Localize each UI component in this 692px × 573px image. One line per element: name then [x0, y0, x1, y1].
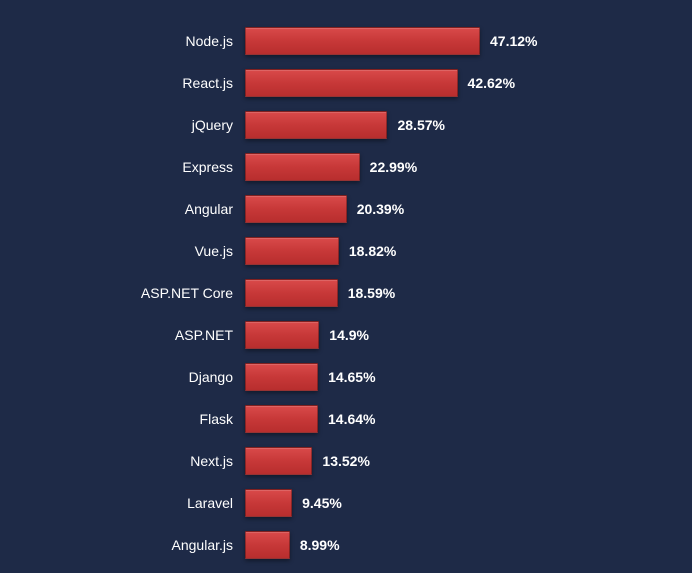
bar-fill	[245, 27, 480, 55]
bar-track: 20.39%	[245, 188, 672, 230]
bar-track: 18.82%	[245, 230, 672, 272]
bar-value: 13.52%	[322, 453, 369, 469]
bar-value: 22.99%	[370, 159, 417, 175]
bar-row: Express 22.99%	[20, 146, 672, 188]
bar-label: Laravel	[20, 495, 245, 511]
bar-label: jQuery	[20, 117, 245, 133]
bar-row: Django 14.65%	[20, 356, 672, 398]
bar-track: 14.9%	[245, 314, 672, 356]
bar-row: React.js 42.62%	[20, 62, 672, 104]
framework-usage-chart: Node.js 47.12% React.js 42.62% jQuery 28…	[20, 20, 672, 566]
bar-row: Flask 14.64%	[20, 398, 672, 440]
bar-fill	[245, 279, 338, 307]
bar-fill	[245, 363, 318, 391]
bar-track: 9.45%	[245, 482, 672, 524]
bar-track: 14.65%	[245, 356, 672, 398]
bar-value: 42.62%	[468, 75, 515, 91]
bar-fill	[245, 153, 360, 181]
bar-label: Angular.js	[20, 537, 245, 553]
bar-value: 28.57%	[397, 117, 444, 133]
bar-fill	[245, 489, 292, 517]
bar-track: 28.57%	[245, 104, 672, 146]
bar-value: 14.65%	[328, 369, 375, 385]
bar-track: 47.12%	[245, 20, 672, 62]
bar-label: Django	[20, 369, 245, 385]
bar-value: 47.12%	[490, 33, 537, 49]
bar-fill	[245, 195, 347, 223]
bar-label: Vue.js	[20, 243, 245, 259]
bar-value: 14.64%	[328, 411, 375, 427]
bar-value: 18.59%	[348, 285, 395, 301]
bar-label: Express	[20, 159, 245, 175]
bar-row: Angular 20.39%	[20, 188, 672, 230]
bar-row: jQuery 28.57%	[20, 104, 672, 146]
bar-value: 14.9%	[329, 327, 369, 343]
bar-row: Vue.js 18.82%	[20, 230, 672, 272]
bar-label: Next.js	[20, 453, 245, 469]
bar-row: Next.js 13.52%	[20, 440, 672, 482]
bar-value: 20.39%	[357, 201, 404, 217]
bar-row: Angular.js 8.99%	[20, 524, 672, 566]
bar-row: ASP.NET Core 18.59%	[20, 272, 672, 314]
bar-row: Laravel 9.45%	[20, 482, 672, 524]
bar-value: 9.45%	[302, 495, 342, 511]
bar-label: ASP.NET Core	[20, 285, 245, 301]
bar-value: 18.82%	[349, 243, 396, 259]
bar-track: 18.59%	[245, 272, 672, 314]
bar-value: 8.99%	[300, 537, 340, 553]
bar-track: 14.64%	[245, 398, 672, 440]
bar-label: React.js	[20, 75, 245, 91]
bar-fill	[245, 111, 387, 139]
bar-row: ASP.NET 14.9%	[20, 314, 672, 356]
bar-fill	[245, 531, 290, 559]
bar-fill	[245, 447, 312, 475]
bar-fill	[245, 321, 319, 349]
bar-fill	[245, 237, 339, 265]
bar-fill	[245, 69, 458, 97]
bar-track: 22.99%	[245, 146, 672, 188]
bar-track: 13.52%	[245, 440, 672, 482]
bar-row: Node.js 47.12%	[20, 20, 672, 62]
bar-label: Flask	[20, 411, 245, 427]
bar-track: 8.99%	[245, 524, 672, 566]
bar-label: Angular	[20, 201, 245, 217]
bar-label: ASP.NET	[20, 327, 245, 343]
bar-track: 42.62%	[245, 62, 672, 104]
bar-fill	[245, 405, 318, 433]
bar-label: Node.js	[20, 33, 245, 49]
